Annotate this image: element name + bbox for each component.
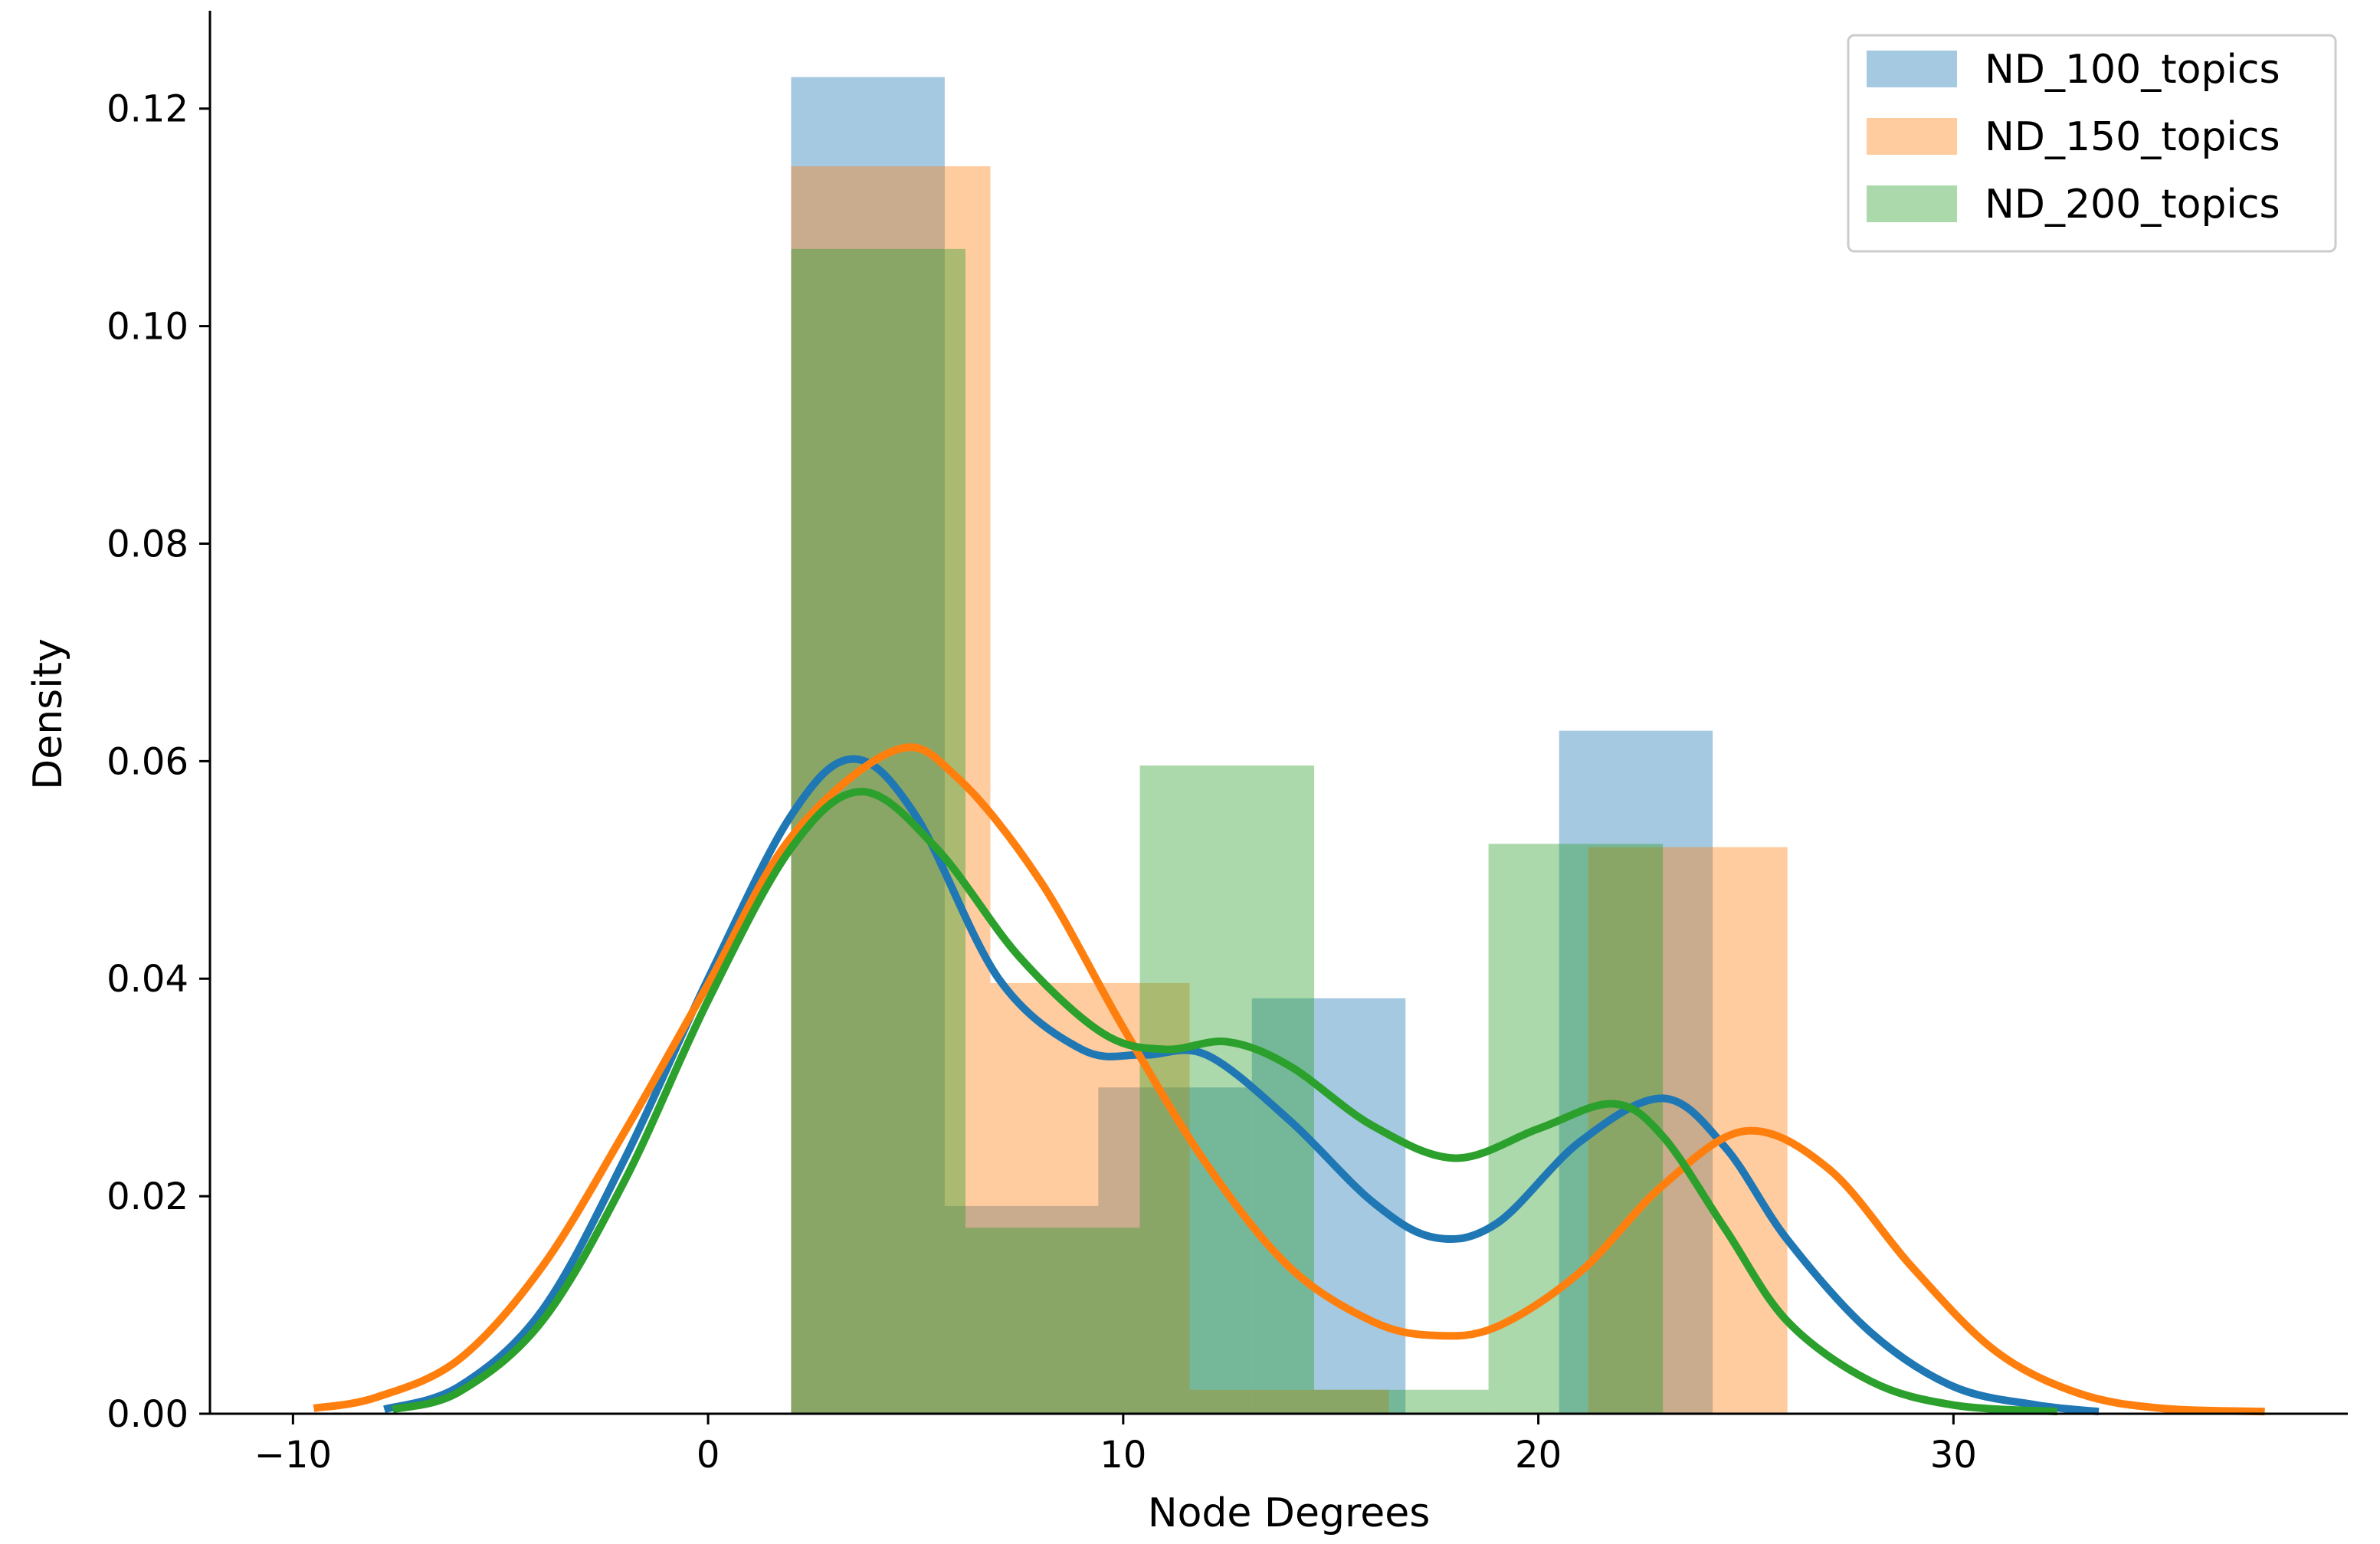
x-tick-label: 0: [697, 1434, 720, 1477]
legend-swatch-2: [1867, 118, 1957, 155]
histogram-bar-3-1: [791, 248, 965, 1414]
kde-line-3: [392, 788, 2058, 1416]
y-tick-label: 0.10: [107, 306, 188, 349]
histogram-bar-1-3: [1098, 1087, 1252, 1414]
kde-curves: [313, 743, 2265, 1416]
histogram-bar-3-2: [965, 1228, 1140, 1414]
legend-label-3: ND_200_topics: [1985, 182, 2280, 228]
x-tick-label: 10: [1100, 1434, 1146, 1477]
histogram-bar-3-3: [1139, 765, 1315, 1414]
x-tick-label: 30: [1930, 1434, 1977, 1477]
y-tick-label: 0.02: [107, 1175, 188, 1218]
kde-line-1: [383, 755, 2100, 1416]
x-axis-label: Node Degrees: [1148, 1490, 1431, 1536]
histogram-bar-3-5: [1488, 844, 1664, 1414]
y-tick-label: 0.04: [107, 958, 188, 1001]
x-tick-label: −10: [254, 1434, 332, 1477]
y-tick-label: 0.12: [107, 88, 188, 131]
histogram-bars: [791, 77, 1788, 1415]
legend-box: [1847, 34, 2337, 253]
legend-label-2: ND_150_topics: [1985, 114, 2280, 160]
y-axis-label: Density: [25, 638, 71, 790]
histogram-bar-3-4: [1314, 1389, 1489, 1414]
histogram-bar-2-1: [791, 166, 991, 1414]
histogram-bar-1-6: [1559, 730, 1713, 1414]
y-tick-label: 0.06: [107, 740, 188, 783]
legend-swatch-3: [1867, 185, 1957, 222]
x-tick-label: 20: [1515, 1434, 1562, 1477]
y-tick-label: 0.00: [107, 1393, 188, 1436]
kde-line-2: [313, 743, 2265, 1416]
histogram-bar-2-3: [1189, 1389, 1389, 1414]
legend: ND_100_topics ND_150_topics ND_200_topics: [1847, 34, 2337, 253]
legend-label-1: ND_100_topics: [1985, 47, 2280, 93]
axes: −10 0 10 20 30 0.00 0.02 0.04 0.06 0.08 0.10 0.12: [107, 11, 2348, 1477]
y-tick-label: 0.08: [107, 523, 188, 565]
histogram-bar-1-2: [944, 1205, 1099, 1414]
legend-swatch-1: [1867, 51, 1957, 87]
